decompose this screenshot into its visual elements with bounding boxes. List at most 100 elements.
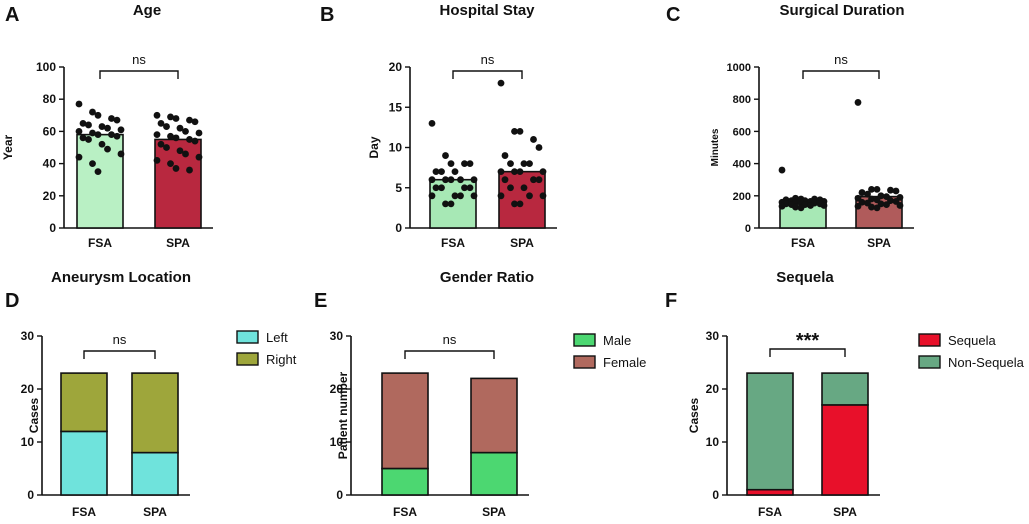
legend-label: Male [603, 333, 631, 348]
data-point [89, 108, 96, 116]
data-point [98, 123, 106, 130]
data-point [428, 119, 436, 127]
data-point [511, 200, 518, 208]
data-point [167, 132, 174, 140]
panel-e: E Gender Ratio Patient number 0 10 20 30 FSA SPA… [314, 269, 646, 519]
data-point [186, 166, 193, 174]
data-point [854, 99, 862, 106]
data-point [516, 200, 524, 208]
data-point [442, 200, 449, 208]
y-tick-label: 30 [330, 329, 344, 343]
data-point [526, 160, 533, 168]
data-point [79, 134, 87, 142]
data-point [520, 184, 528, 192]
data-point [873, 204, 881, 212]
y-tick-label: 600 [733, 126, 751, 138]
chart-title: Sequela [776, 269, 834, 286]
data-point [182, 150, 189, 158]
legend-label: Female [603, 355, 646, 370]
data-point [94, 131, 102, 139]
y-tick-label: 20 [330, 382, 344, 396]
y-tick-label: 0 [336, 488, 343, 502]
y-tick-label: 10 [706, 435, 720, 449]
data-point [461, 160, 468, 168]
data-point [428, 192, 436, 200]
bar-segment-left [131, 451, 179, 496]
chart-title: Surgical Duration [779, 2, 904, 19]
y-tick-label: 0 [27, 488, 34, 502]
x-tick-label: SPA [510, 236, 534, 250]
y-tick-label: 200 [733, 191, 751, 203]
y-tick-label: 80 [43, 92, 57, 106]
data-point [807, 202, 814, 209]
y-tick-label: 400 [733, 159, 751, 171]
data-point [428, 176, 436, 184]
y-tick-label: 20 [43, 189, 57, 203]
y-tick-label: 10 [330, 435, 344, 449]
data-point [539, 192, 547, 200]
bar-segment-non-sequela [746, 372, 794, 491]
data-point [457, 176, 464, 184]
y-tick-label: 1000 [727, 62, 751, 74]
data-point [530, 136, 537, 143]
data-point [438, 168, 445, 176]
panel-f: F Sequela Cases 0 10 20 30 FSA SPA *** Sequela Non-… [665, 269, 1025, 519]
panel-letter: B [320, 4, 334, 26]
legend-swatch [573, 333, 596, 347]
bar-segment-male [470, 451, 518, 496]
y-tick-label: 100 [36, 60, 56, 74]
data-point [108, 131, 115, 139]
bar [154, 138, 202, 229]
chart-title: Gender Ratio [440, 269, 534, 286]
data-point [447, 200, 455, 208]
y-tick-label: 40 [43, 157, 57, 171]
significance-bracket [452, 70, 523, 79]
data-point [792, 203, 799, 211]
data-point [883, 201, 890, 209]
data-point [98, 140, 106, 148]
data-point [892, 187, 900, 195]
data-point [887, 186, 894, 194]
data-point [854, 202, 862, 210]
panel-letter: A [5, 4, 19, 26]
data-point [497, 192, 505, 200]
data-point [186, 116, 193, 124]
data-point [466, 160, 474, 168]
data-point [451, 168, 459, 176]
x-tick-label: FSA [72, 505, 96, 519]
data-point [457, 192, 464, 200]
data-point [507, 160, 514, 168]
chart-title: Hospital Stay [439, 2, 535, 19]
data-point [104, 124, 111, 132]
data-point [172, 134, 180, 142]
data-point [873, 185, 881, 193]
y-tick-label: 0 [395, 221, 402, 235]
data-point [442, 176, 449, 184]
data-point [530, 176, 537, 184]
y-tick-label: 30 [21, 329, 35, 343]
y-tick-label: 30 [706, 329, 720, 343]
data-point [176, 147, 184, 155]
data-point [432, 168, 440, 176]
data-point [117, 150, 125, 158]
data-point [89, 129, 96, 137]
y-tick-label: 20 [21, 382, 35, 396]
data-point [511, 168, 518, 176]
data-point [868, 185, 875, 193]
data-point [447, 176, 455, 184]
data-point [896, 202, 904, 209]
data-point [153, 131, 161, 139]
panel-d: D Aneurysm Location Cases 0 10 20 30 FSA SPA ns Le… [5, 269, 297, 519]
legend-swatch [236, 352, 259, 366]
legend-label: Sequela [948, 333, 996, 348]
data-point [167, 113, 174, 121]
y-tick-label: 20 [389, 60, 403, 74]
data-point [94, 168, 102, 176]
data-point [438, 184, 445, 192]
data-point [163, 144, 170, 151]
data-point [516, 127, 524, 135]
data-point [535, 144, 543, 151]
significance-bracket [99, 70, 179, 79]
